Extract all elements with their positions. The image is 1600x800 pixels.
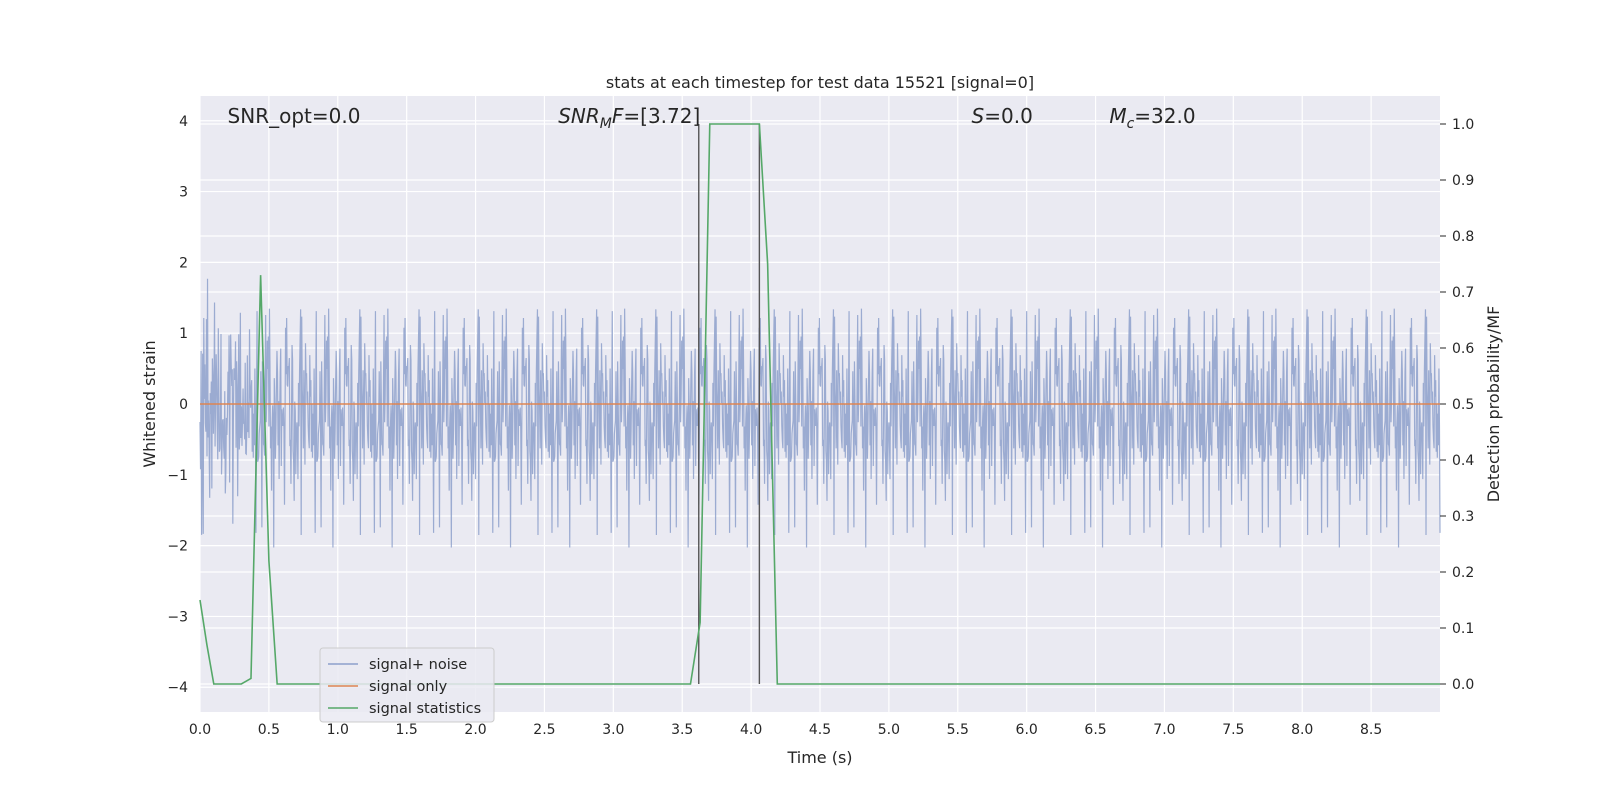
annotation-part: M: [1109, 104, 1126, 128]
y-tick-label: −1: [167, 468, 188, 484]
legend-label-signal-only: signal only: [369, 679, 448, 695]
y2-tick-label: 0.4: [1452, 453, 1474, 469]
y2-tick-label: 0.3: [1452, 509, 1474, 525]
series-signal-statistics-line: [199, 123, 1440, 685]
x-tick-label: 3.5: [671, 722, 693, 738]
x-tick-label: 4.0: [740, 722, 762, 738]
x-tick-label: 7.0: [1153, 722, 1175, 738]
legend-box: [319, 647, 495, 723]
y2-axis-label: Detection probability/MF: [1484, 306, 1503, 503]
x-tick-label: 8.5: [1360, 722, 1382, 738]
y-tick-label: 1: [179, 326, 188, 342]
annotation-part: S: [972, 104, 985, 128]
plot-area: [199, 123, 1441, 685]
x-axis: 0.0 0.5 1.0 1.5 2.0 2.5 3.0 3.5 4.0 4.5 5.0 5.5 6.0 6…: [189, 722, 1382, 738]
y-tick-label: −3: [167, 609, 188, 625]
x-tick-label: 1.5: [396, 722, 418, 738]
y-tick-label: 2: [179, 255, 188, 271]
annotation-part: =32.0: [1134, 104, 1195, 128]
y-tick-label: 0: [179, 397, 188, 413]
y2-tick-label: 0.9: [1452, 173, 1474, 189]
annotation-part: F: [612, 104, 624, 128]
x-tick-label: 3.0: [602, 722, 624, 738]
y2-tick-label: 0.5: [1452, 397, 1474, 413]
x-axis-label: Time (s): [786, 748, 852, 767]
annotation-label: SNR_opt=0.0: [228, 104, 361, 128]
x-tick-label: 5.5: [947, 722, 969, 738]
annotation-part: c: [1127, 116, 1135, 132]
x-tick-label: 8.0: [1291, 722, 1313, 738]
series-signal-noise-line: [199, 278, 1441, 548]
y2-axis: 0.0 0.1 0.2 0.3 0.4 0.5 0.6 0.7 0.8 0.9 1.0: [1440, 117, 1474, 693]
y2-tick-label: 0.7: [1452, 285, 1474, 301]
x-tick-label: 2.5: [533, 722, 555, 738]
x-tick-label: 0.0: [189, 722, 211, 738]
legend: signal+ noise signal only signal statist…: [319, 647, 495, 723]
x-tick-label: 4.5: [809, 722, 831, 738]
annotation-label: S=0.0: [972, 104, 1033, 128]
x-tick-label: 0.5: [258, 722, 280, 738]
annotation-part: =0.0: [984, 104, 1033, 128]
y2-tick-label: 0.1: [1452, 621, 1474, 637]
y-tick-label: 4: [179, 114, 188, 130]
y-tick-label: −2: [167, 539, 188, 555]
annotations: SNR_opt=0.0 SNRMF=[3.72] S=0.0 Mc=32.0: [228, 104, 1196, 132]
chart-title: stats at each timestep for test data 155…: [606, 73, 1034, 92]
x-tick-label: 2.0: [464, 722, 486, 738]
y2-tick-label: 1.0: [1452, 117, 1474, 133]
y2-tick-label: 0.6: [1452, 341, 1474, 357]
y2-tick-label: 0.8: [1452, 229, 1474, 245]
x-tick-label: 6.0: [1016, 722, 1038, 738]
annotation-part: M: [600, 116, 612, 132]
y-tick-label: 3: [179, 185, 188, 201]
y2-tick-label: 0.2: [1452, 565, 1474, 581]
x-tick-label: 6.5: [1084, 722, 1106, 738]
x-tick-label: 1.0: [327, 722, 349, 738]
annotation-part: =[3.72]: [623, 104, 700, 128]
annotation-part: SNR: [558, 104, 600, 128]
y2-tick-label: 0.0: [1452, 677, 1474, 693]
x-tick-label: 5.0: [878, 722, 900, 738]
annotation-part: SNR_opt=0.0: [228, 104, 361, 128]
annotation-label: Mc=32.0: [1109, 104, 1195, 132]
y-axis-label: Whitened strain: [140, 340, 159, 467]
y-tick-label: −4: [167, 680, 188, 696]
y-axis: −4 −3 −2 −1 0 1 2 3 4: [167, 114, 188, 696]
vlines: [698, 124, 761, 684]
annotation-label: SNRMF=[3.72]: [558, 104, 700, 132]
legend-label-signal-noise: signal+ noise: [369, 657, 467, 673]
legend-label-signal-statistics: signal statistics: [369, 701, 481, 717]
x-tick-label: 7.5: [1222, 722, 1244, 738]
